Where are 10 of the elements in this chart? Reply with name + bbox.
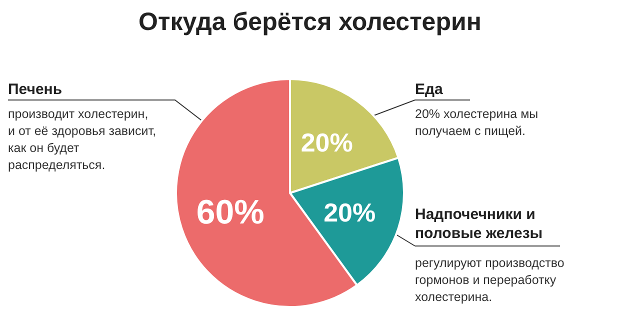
slice-label: Надпочечники и половые железы <box>415 205 544 243</box>
data-label: 20% <box>324 197 376 228</box>
text: регулируют производство гормонов и переработку холестерина. <box>415 255 566 306</box>
data-label: 20% <box>300 127 353 158</box>
slice-label: Еда <box>415 80 444 99</box>
slice-label: Печень <box>8 80 64 99</box>
text: производит холестерин, и от её здоровья зависит, как он будет распределяться. <box>8 106 158 174</box>
data-label: 60% <box>196 193 264 232</box>
chart-title: Откуда берётся холестерин <box>138 8 482 37</box>
text: 20% холестерина мы получаем с пищей. <box>415 106 540 140</box>
